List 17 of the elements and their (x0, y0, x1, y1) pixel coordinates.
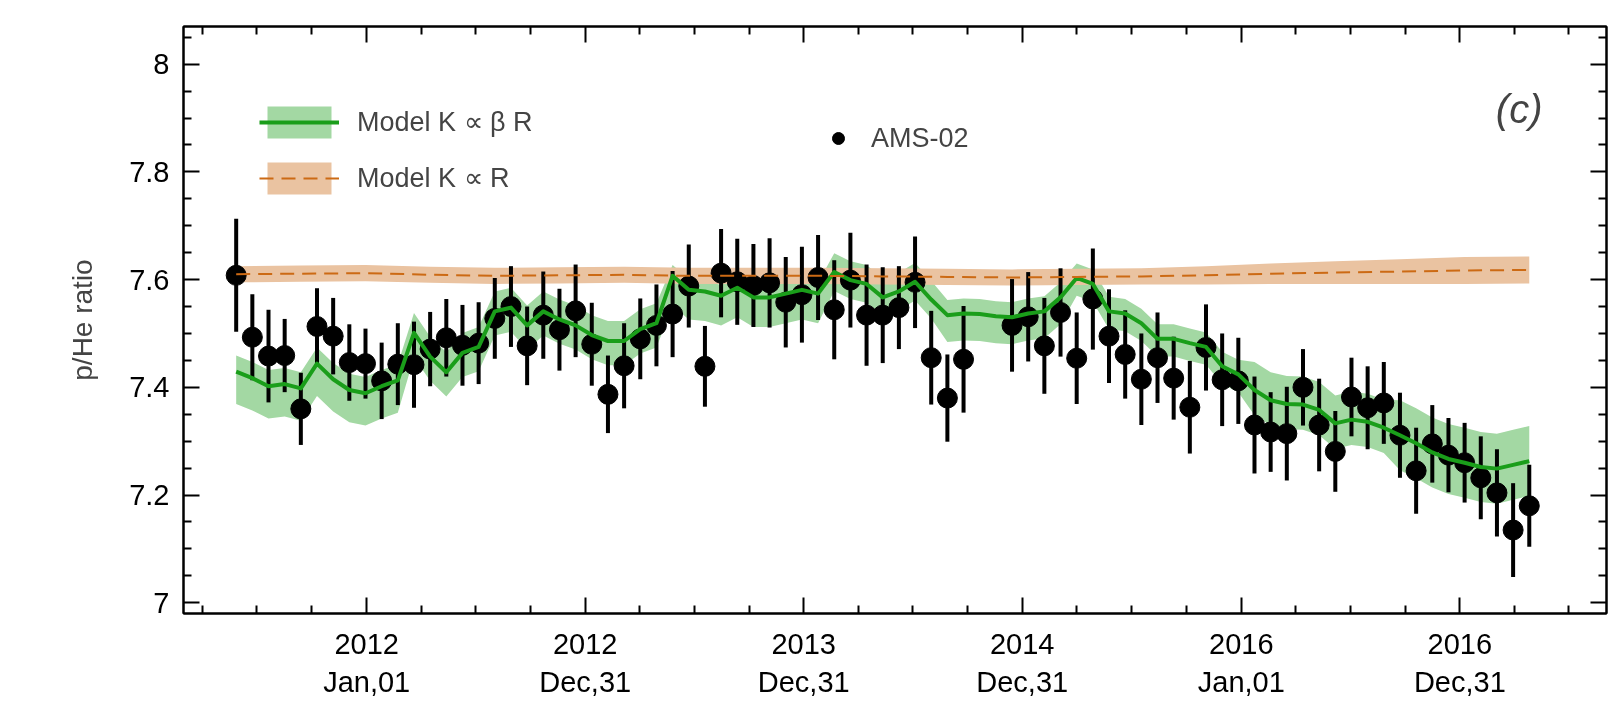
y-tick-label: 7 (153, 586, 170, 619)
annotation: (c) (1495, 86, 1543, 131)
y-axis-title: p/He ratio (67, 259, 99, 381)
y-tick-label: 7.8 (129, 155, 170, 188)
legend-label: AMS-02 (871, 122, 969, 154)
x-tick-label: 2016 Dec,31 (1413, 627, 1506, 698)
x-tick-label: 2012 Dec,31 (539, 627, 632, 698)
x-tick-label: 2014 Dec,31 (976, 627, 1069, 698)
x-tick-label: 2013 Dec,31 (757, 627, 850, 698)
y-tick-label: 7.4 (129, 371, 170, 404)
y-tick-label: 8 (153, 48, 170, 81)
y-tick-label: 7.6 (129, 263, 170, 296)
x-tick-label: 2016 Jan,01 (1197, 627, 1285, 698)
legend-label: Model K ∝ R (357, 162, 510, 194)
legend-label: Model K ∝ β R (357, 106, 533, 138)
y-tick-label: 7.2 (129, 479, 170, 512)
x-tick-label: 2012 Jan,01 (323, 627, 411, 698)
